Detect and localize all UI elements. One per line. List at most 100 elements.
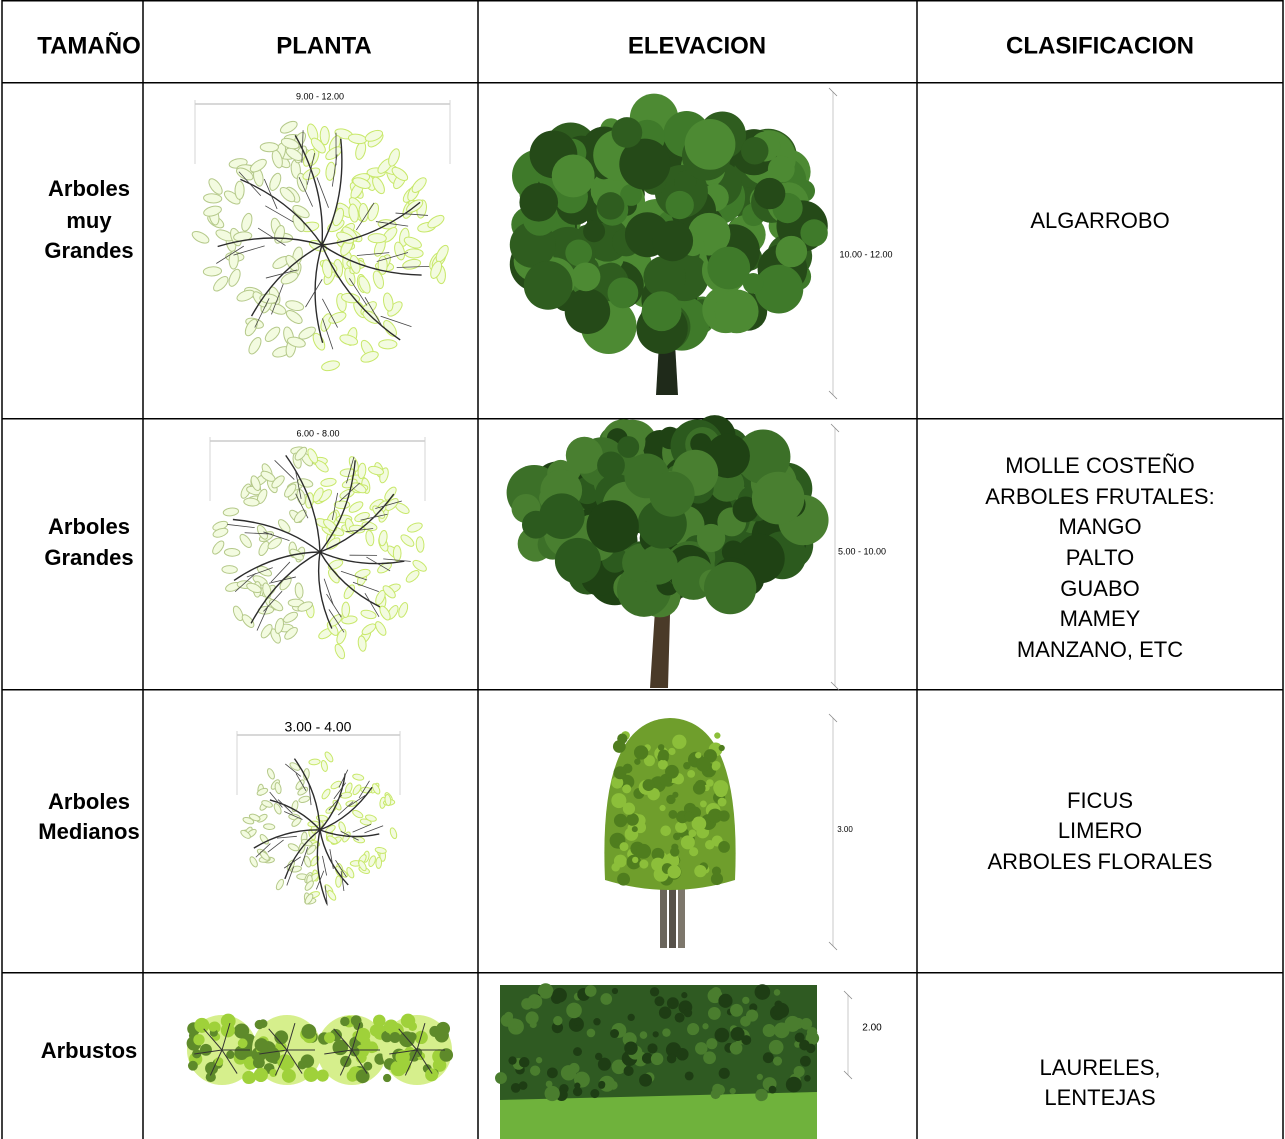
foliage [670,847,680,857]
trunk [660,870,667,948]
leaf [400,534,415,547]
twig [324,885,328,906]
foliage [639,1073,653,1087]
foliage [684,119,736,170]
foliage [193,1034,205,1046]
leaf [250,475,261,491]
foliage [666,1053,677,1064]
foliage [721,540,745,564]
foliage [651,857,665,872]
foliage [382,1073,392,1083]
branch [316,829,328,905]
foliage [365,1041,378,1054]
foliage [735,429,791,485]
foliage [355,1044,370,1058]
size-label: Arbustos [41,1038,138,1063]
leaf [228,268,241,287]
leaf [303,855,312,868]
foliage [242,1070,256,1085]
twig [360,513,388,521]
foliage [510,1082,521,1093]
foliage [537,983,554,999]
leaf [264,326,281,342]
foliage [617,436,640,458]
foliage [627,1013,635,1022]
twig [270,561,291,583]
foliage [641,291,682,332]
foliage [355,1027,371,1043]
leaf [256,787,269,796]
branch [284,829,321,880]
foliage [703,1051,716,1065]
twig [283,811,303,820]
trunk [678,870,685,948]
leaf [348,203,359,223]
leaf [263,823,276,830]
foliage [275,1041,287,1053]
foliage [647,787,660,801]
twig [331,492,339,520]
leaf [339,334,359,346]
twig [227,524,255,529]
branch [351,1023,361,1051]
leaf [212,540,225,555]
foliage [773,1056,783,1066]
twig [254,298,270,328]
branch [240,178,323,246]
foliage [199,1043,212,1056]
leaf [223,548,241,557]
foliage [651,847,665,861]
twig [316,177,329,208]
leaf [385,498,399,511]
branch [324,1049,353,1055]
leaf [345,800,358,807]
leaf [346,867,355,879]
foliage [804,1075,811,1082]
foliage [660,825,671,837]
leaf [407,522,423,533]
twig [277,799,293,814]
leaf [232,605,244,622]
foliage [636,843,652,859]
leaf [277,519,291,533]
leaf [273,803,282,815]
leaf [310,137,326,154]
leaf [285,300,305,312]
foliage [741,1035,752,1045]
foliage [324,1032,336,1044]
column-header: TAMAÑO [37,31,141,59]
branch [321,244,401,341]
branch [416,1023,426,1051]
foliage [642,779,655,792]
branch [293,758,321,831]
twig [323,578,334,605]
leaf [304,893,314,905]
leaf [348,501,364,513]
leaf [246,582,262,594]
twig [301,130,304,163]
twig [348,794,366,807]
foliage [749,1003,758,1012]
twig [383,558,411,562]
foliage [508,1056,517,1065]
foliage [619,138,671,190]
foliage [546,1067,558,1079]
twig [255,843,271,858]
foliage [434,1028,449,1043]
foliage [705,840,715,850]
twig [301,846,309,867]
leaf [241,614,255,628]
twig [346,456,355,484]
twig [333,782,346,800]
leaf [365,814,377,822]
foliage [608,1080,618,1090]
foliage [525,1011,539,1025]
leaf [360,609,377,620]
branch [209,1049,223,1076]
tree-crown [506,415,829,618]
foliage [611,987,619,995]
leaf [228,250,239,270]
leaf [249,158,267,173]
twig [269,576,296,584]
dimension-label: 6.00 - 8.00 [296,428,339,438]
